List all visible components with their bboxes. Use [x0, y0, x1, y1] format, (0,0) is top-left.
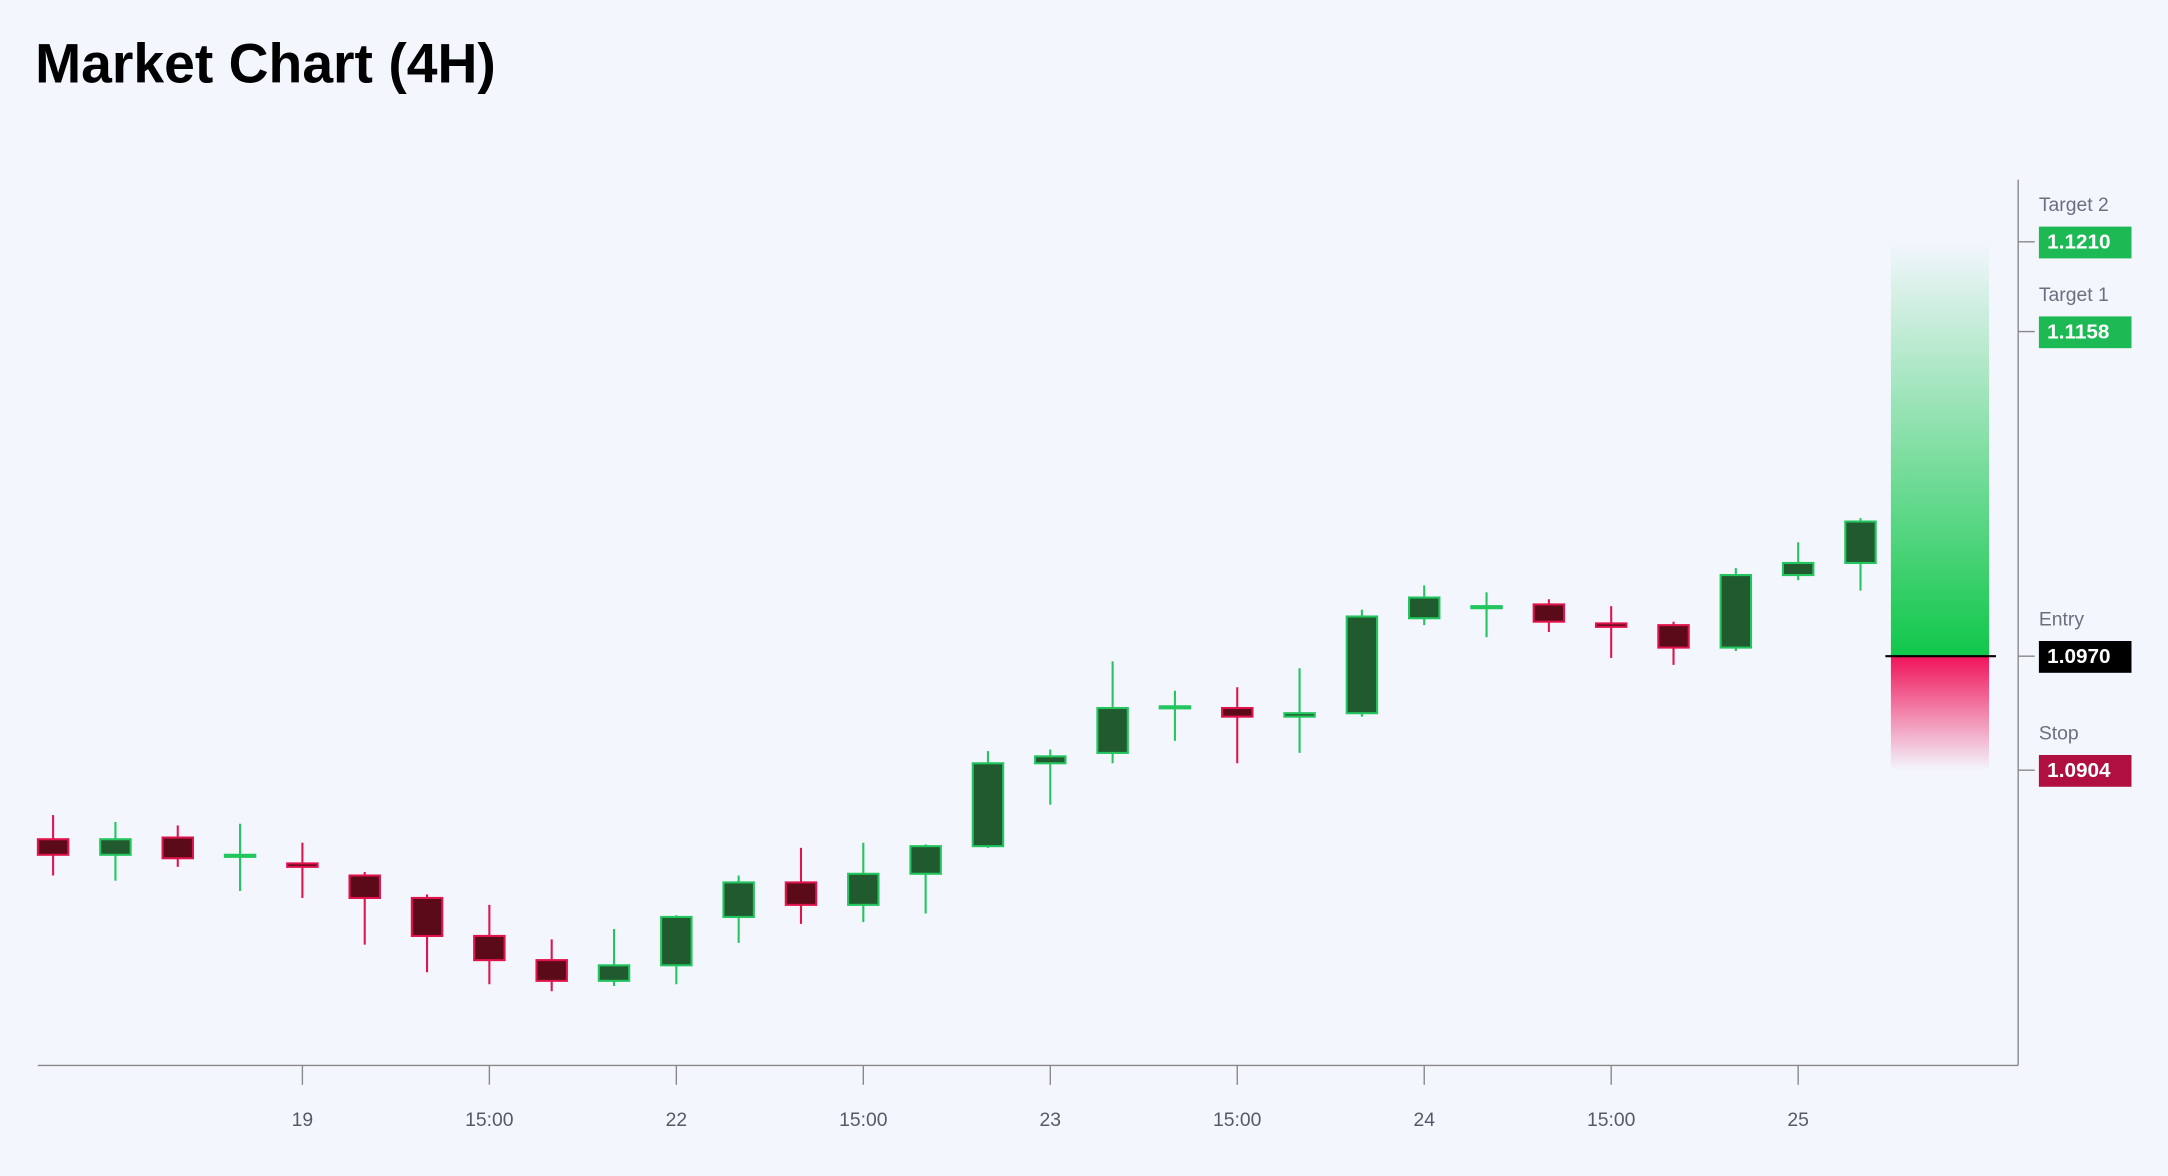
candle-body	[36, 838, 70, 856]
x-tick-label: 15:00	[839, 1109, 887, 1131]
x-tick-label: 22	[666, 1109, 688, 1131]
candle-body	[1594, 622, 1628, 628]
candle-body	[660, 915, 693, 967]
candle-body	[99, 838, 132, 856]
x-tick-label: 15:00	[1213, 1109, 1261, 1131]
level-badge	[2038, 754, 2132, 787]
candle-body	[535, 959, 568, 982]
level-badge	[2038, 316, 2132, 349]
candle-body	[161, 836, 194, 860]
candle-body	[1221, 706, 1254, 718]
x-tick-label: 19	[292, 1109, 314, 1131]
x-tick-label: 15:00	[1587, 1109, 1635, 1131]
x-tick-label: 23	[1040, 1109, 1061, 1131]
x-tick-label: 25	[1787, 1109, 1808, 1131]
candle-body	[286, 862, 319, 868]
candle-body	[597, 964, 631, 982]
candle-body	[1158, 705, 1192, 710]
candle-body	[1844, 520, 1877, 565]
candle-body	[1096, 706, 1129, 754]
candle-body	[909, 845, 942, 875]
level-value: 1.1210	[2047, 231, 2110, 254]
x-tick-label: 15:00	[465, 1109, 513, 1131]
candle-body	[1657, 624, 1690, 649]
chart-title: Market Chart (4H)	[35, 32, 496, 94]
candle-body	[971, 762, 1005, 848]
candle-body	[473, 934, 506, 962]
stop-zone	[1890, 656, 1990, 771]
candle-body	[1781, 561, 1815, 577]
candle-body	[1407, 596, 1441, 620]
candle-body	[784, 881, 818, 906]
candle-body	[722, 881, 755, 918]
candle-body	[1719, 574, 1753, 649]
candle-body	[1283, 712, 1316, 718]
level-name: Target 2	[2039, 194, 2109, 216]
level-name: Entry	[2039, 608, 2084, 630]
level-value: 1.1158	[2047, 320, 2109, 343]
x-tick-label: 24	[1413, 1109, 1435, 1131]
candle-body	[410, 896, 444, 937]
level-name: Stop	[2039, 722, 2079, 744]
candle-body	[223, 853, 257, 858]
level-badge	[2038, 641, 2132, 673]
candle-body	[1470, 605, 1503, 610]
candle-body	[1034, 755, 1067, 765]
level-value: 1.0904	[2047, 759, 2111, 782]
candle-body	[1532, 603, 1566, 623]
level-value: 1.0970	[2047, 645, 2110, 668]
candle-body	[348, 874, 381, 899]
level-name: Target 1	[2039, 284, 2109, 306]
candle-body	[1345, 615, 1379, 715]
target-zone	[1890, 241, 1990, 657]
candle-body	[847, 872, 880, 906]
level-badge	[2038, 226, 2132, 259]
